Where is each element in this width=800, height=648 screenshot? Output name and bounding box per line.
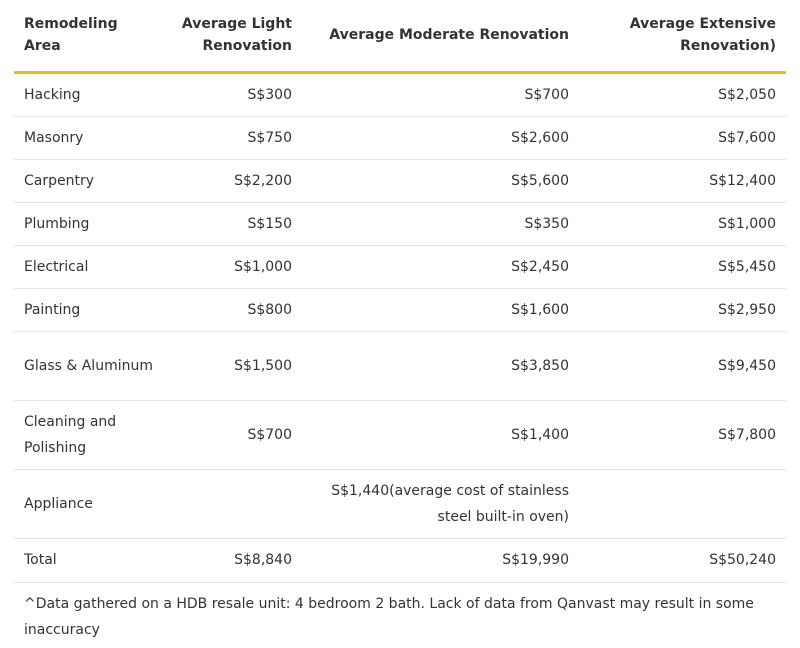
renovation-cost-table: Remodeling Area Average Light Renovation…: [14, 0, 786, 583]
cell-moderate: S$1,600: [302, 288, 579, 332]
cell-area: Hacking: [14, 72, 164, 117]
cell-light: S$1,500: [164, 331, 302, 401]
cell-light: S$1,000: [164, 245, 302, 289]
cell-moderate: S$5,600: [302, 159, 579, 203]
table-row-total: Total S$8,840 S$19,990 S$50,240: [14, 538, 786, 583]
header-remodeling-area: Remodeling Area: [14, 0, 164, 74]
cell-area: Total: [14, 538, 164, 583]
cell-extensive: S$50,240: [579, 538, 786, 583]
cell-moderate: S$3,850: [302, 331, 579, 401]
header-light-renovation: Average Light Renovation: [164, 0, 302, 74]
cell-extensive: S$1,000: [579, 202, 786, 246]
cell-extensive: S$5,450: [579, 245, 786, 289]
table-header: Remodeling Area Average Light Renovation…: [14, 0, 786, 74]
cell-moderate: S$350: [302, 202, 579, 246]
cell-moderate: S$1,400: [302, 400, 579, 470]
cell-area: Electrical: [14, 245, 164, 289]
table-row: Glass & Aluminum S$1,500 S$3,850 S$9,450: [14, 331, 786, 401]
cell-area: Glass & Aluminum: [14, 331, 164, 401]
cell-moderate: S$1,440(average cost of stainless steel …: [302, 469, 579, 539]
cell-light: S$150: [164, 202, 302, 246]
cell-light: S$2,200: [164, 159, 302, 203]
table-footnote: ^Data gathered on a HDB resale unit: 4 b…: [24, 595, 754, 638]
table-row: Cleaning and Polishing S$700 S$1,400 S$7…: [14, 400, 786, 470]
table-row: Plumbing S$150 S$350 S$1,000: [14, 202, 786, 246]
cell-light: S$800: [164, 288, 302, 332]
cell-extensive: S$12,400: [579, 159, 786, 203]
cell-extensive: S$7,800: [579, 400, 786, 470]
header-row: Remodeling Area Average Light Renovation…: [14, 0, 786, 74]
cell-moderate: S$700: [302, 72, 579, 117]
header-extensive-renovation: Average Extensive Renovation): [579, 0, 786, 74]
cell-light: [164, 469, 302, 539]
table-row: Painting S$800 S$1,600 S$2,950: [14, 288, 786, 332]
table-body: Hacking S$300 S$700 S$2,050 Masonry S$75…: [14, 72, 786, 583]
header-moderate-renovation: Average Moderate Renovation: [302, 0, 579, 74]
table-row: Hacking S$300 S$700 S$2,050: [14, 72, 786, 117]
cell-light: S$300: [164, 72, 302, 117]
cell-light: S$700: [164, 400, 302, 470]
cell-area: Painting: [14, 288, 164, 332]
cell-moderate: S$2,450: [302, 245, 579, 289]
cell-extensive: S$9,450: [579, 331, 786, 401]
table-row: Electrical S$1,000 S$2,450 S$5,450: [14, 245, 786, 289]
cell-extensive: [579, 469, 786, 539]
cell-area: Masonry: [14, 116, 164, 160]
cell-area: Appliance: [14, 469, 164, 539]
cell-area: Plumbing: [14, 202, 164, 246]
cell-area: Carpentry: [14, 159, 164, 203]
cell-moderate: S$2,600: [302, 116, 579, 160]
table-row: Appliance S$1,440(average cost of stainl…: [14, 469, 786, 539]
table-row: Carpentry S$2,200 S$5,600 S$12,400: [14, 159, 786, 203]
cell-light: S$750: [164, 116, 302, 160]
cell-area: Cleaning and Polishing: [14, 400, 164, 470]
cell-light: S$8,840: [164, 538, 302, 583]
table-row: Masonry S$750 S$2,600 S$7,600: [14, 116, 786, 160]
cell-extensive: S$2,950: [579, 288, 786, 332]
cell-extensive: S$2,050: [579, 72, 786, 117]
cell-extensive: S$7,600: [579, 116, 786, 160]
cell-moderate: S$19,990: [302, 538, 579, 583]
